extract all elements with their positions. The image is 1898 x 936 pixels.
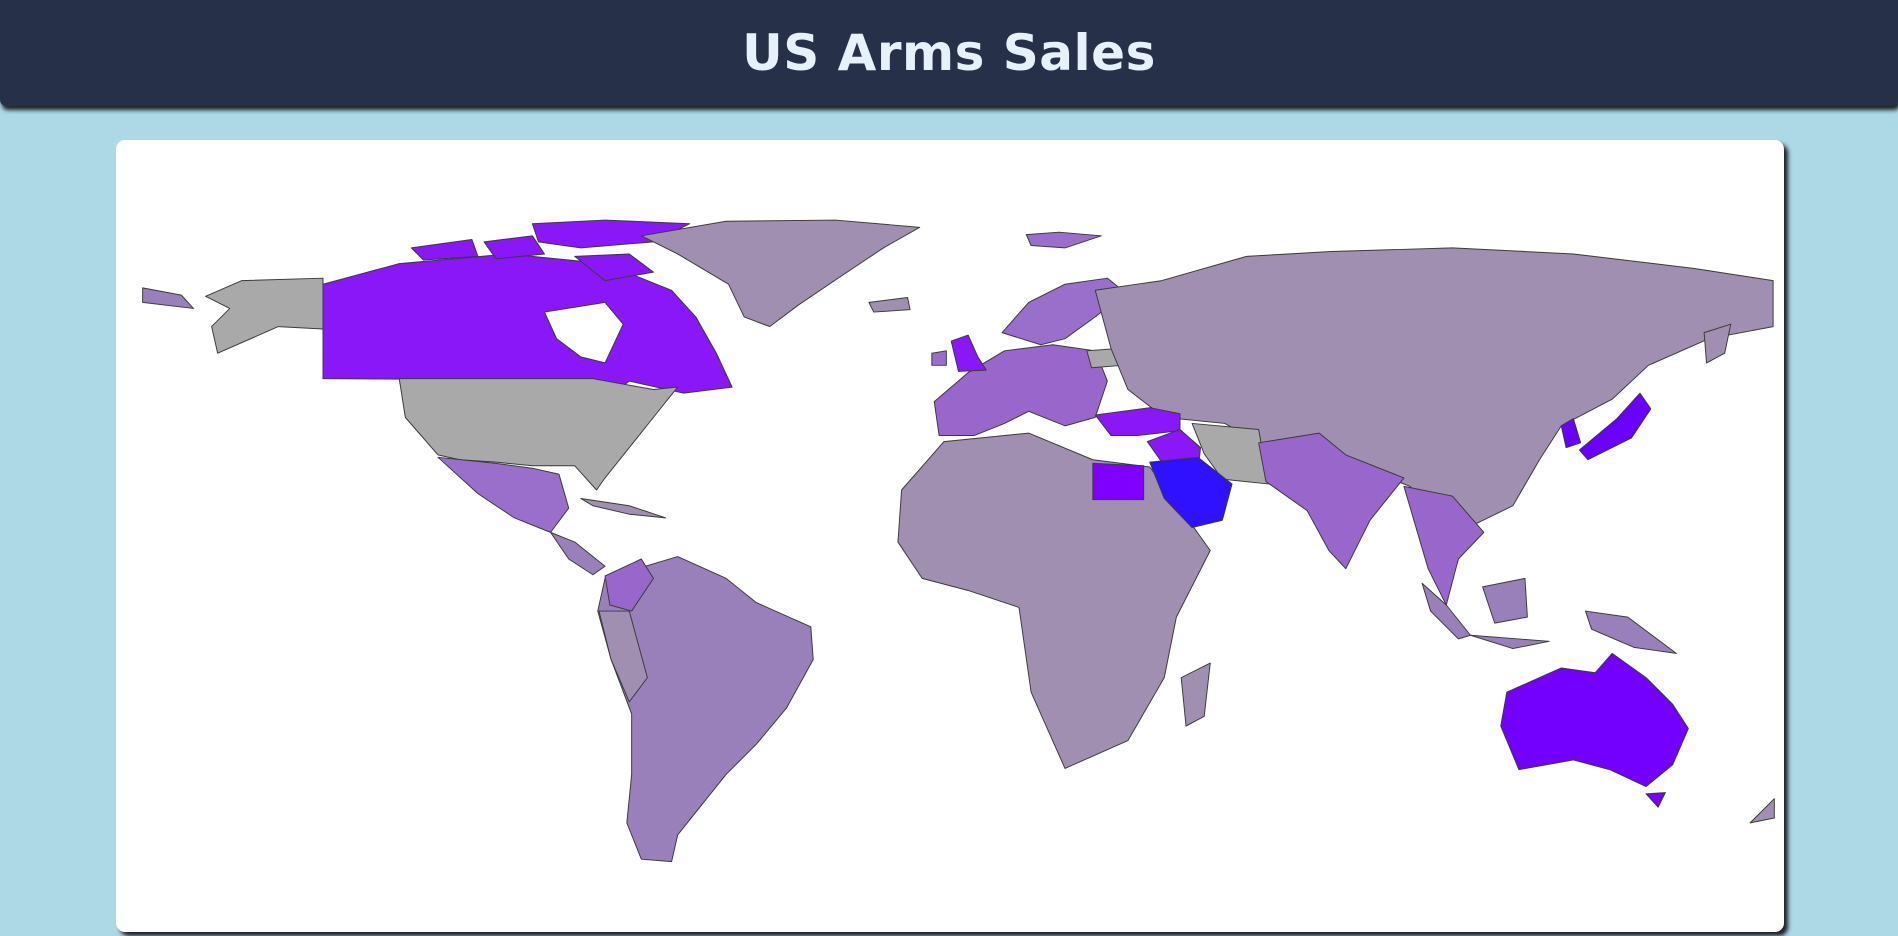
- country: [931, 350, 947, 366]
- page-title: US Arms Sales: [742, 24, 1156, 82]
- country: [580, 497, 667, 519]
- map-card: [116, 140, 1784, 932]
- country: [142, 287, 194, 309]
- country: [1025, 231, 1102, 249]
- country: [1560, 418, 1582, 449]
- country: [1500, 652, 1689, 788]
- country: [410, 238, 479, 261]
- country: [205, 277, 324, 354]
- country: [1703, 323, 1732, 364]
- country: [437, 456, 570, 533]
- country: [640, 219, 921, 328]
- country: [483, 235, 545, 260]
- country: [1094, 407, 1181, 437]
- country: [950, 334, 987, 372]
- country: [574, 253, 654, 282]
- country: [398, 378, 679, 491]
- country: [1421, 582, 1471, 640]
- country: [1645, 792, 1666, 808]
- country: [1191, 422, 1269, 485]
- country: [544, 301, 624, 364]
- country: [1578, 392, 1652, 461]
- country: [1749, 798, 1775, 824]
- country: [1092, 462, 1145, 501]
- country: [1482, 577, 1528, 624]
- country: [1094, 247, 1774, 533]
- country: [1585, 610, 1677, 654]
- country: [604, 558, 654, 612]
- header: US Arms Sales: [0, 0, 1898, 106]
- country: [1470, 634, 1550, 650]
- country: [1258, 432, 1405, 570]
- country: [1403, 485, 1485, 606]
- country: [1149, 456, 1233, 529]
- country: [597, 556, 814, 863]
- country: [598, 610, 648, 703]
- country: [897, 432, 1211, 769]
- country: [868, 297, 911, 313]
- country: [550, 531, 606, 576]
- world-map: [142, 219, 1775, 863]
- country: [1180, 662, 1211, 727]
